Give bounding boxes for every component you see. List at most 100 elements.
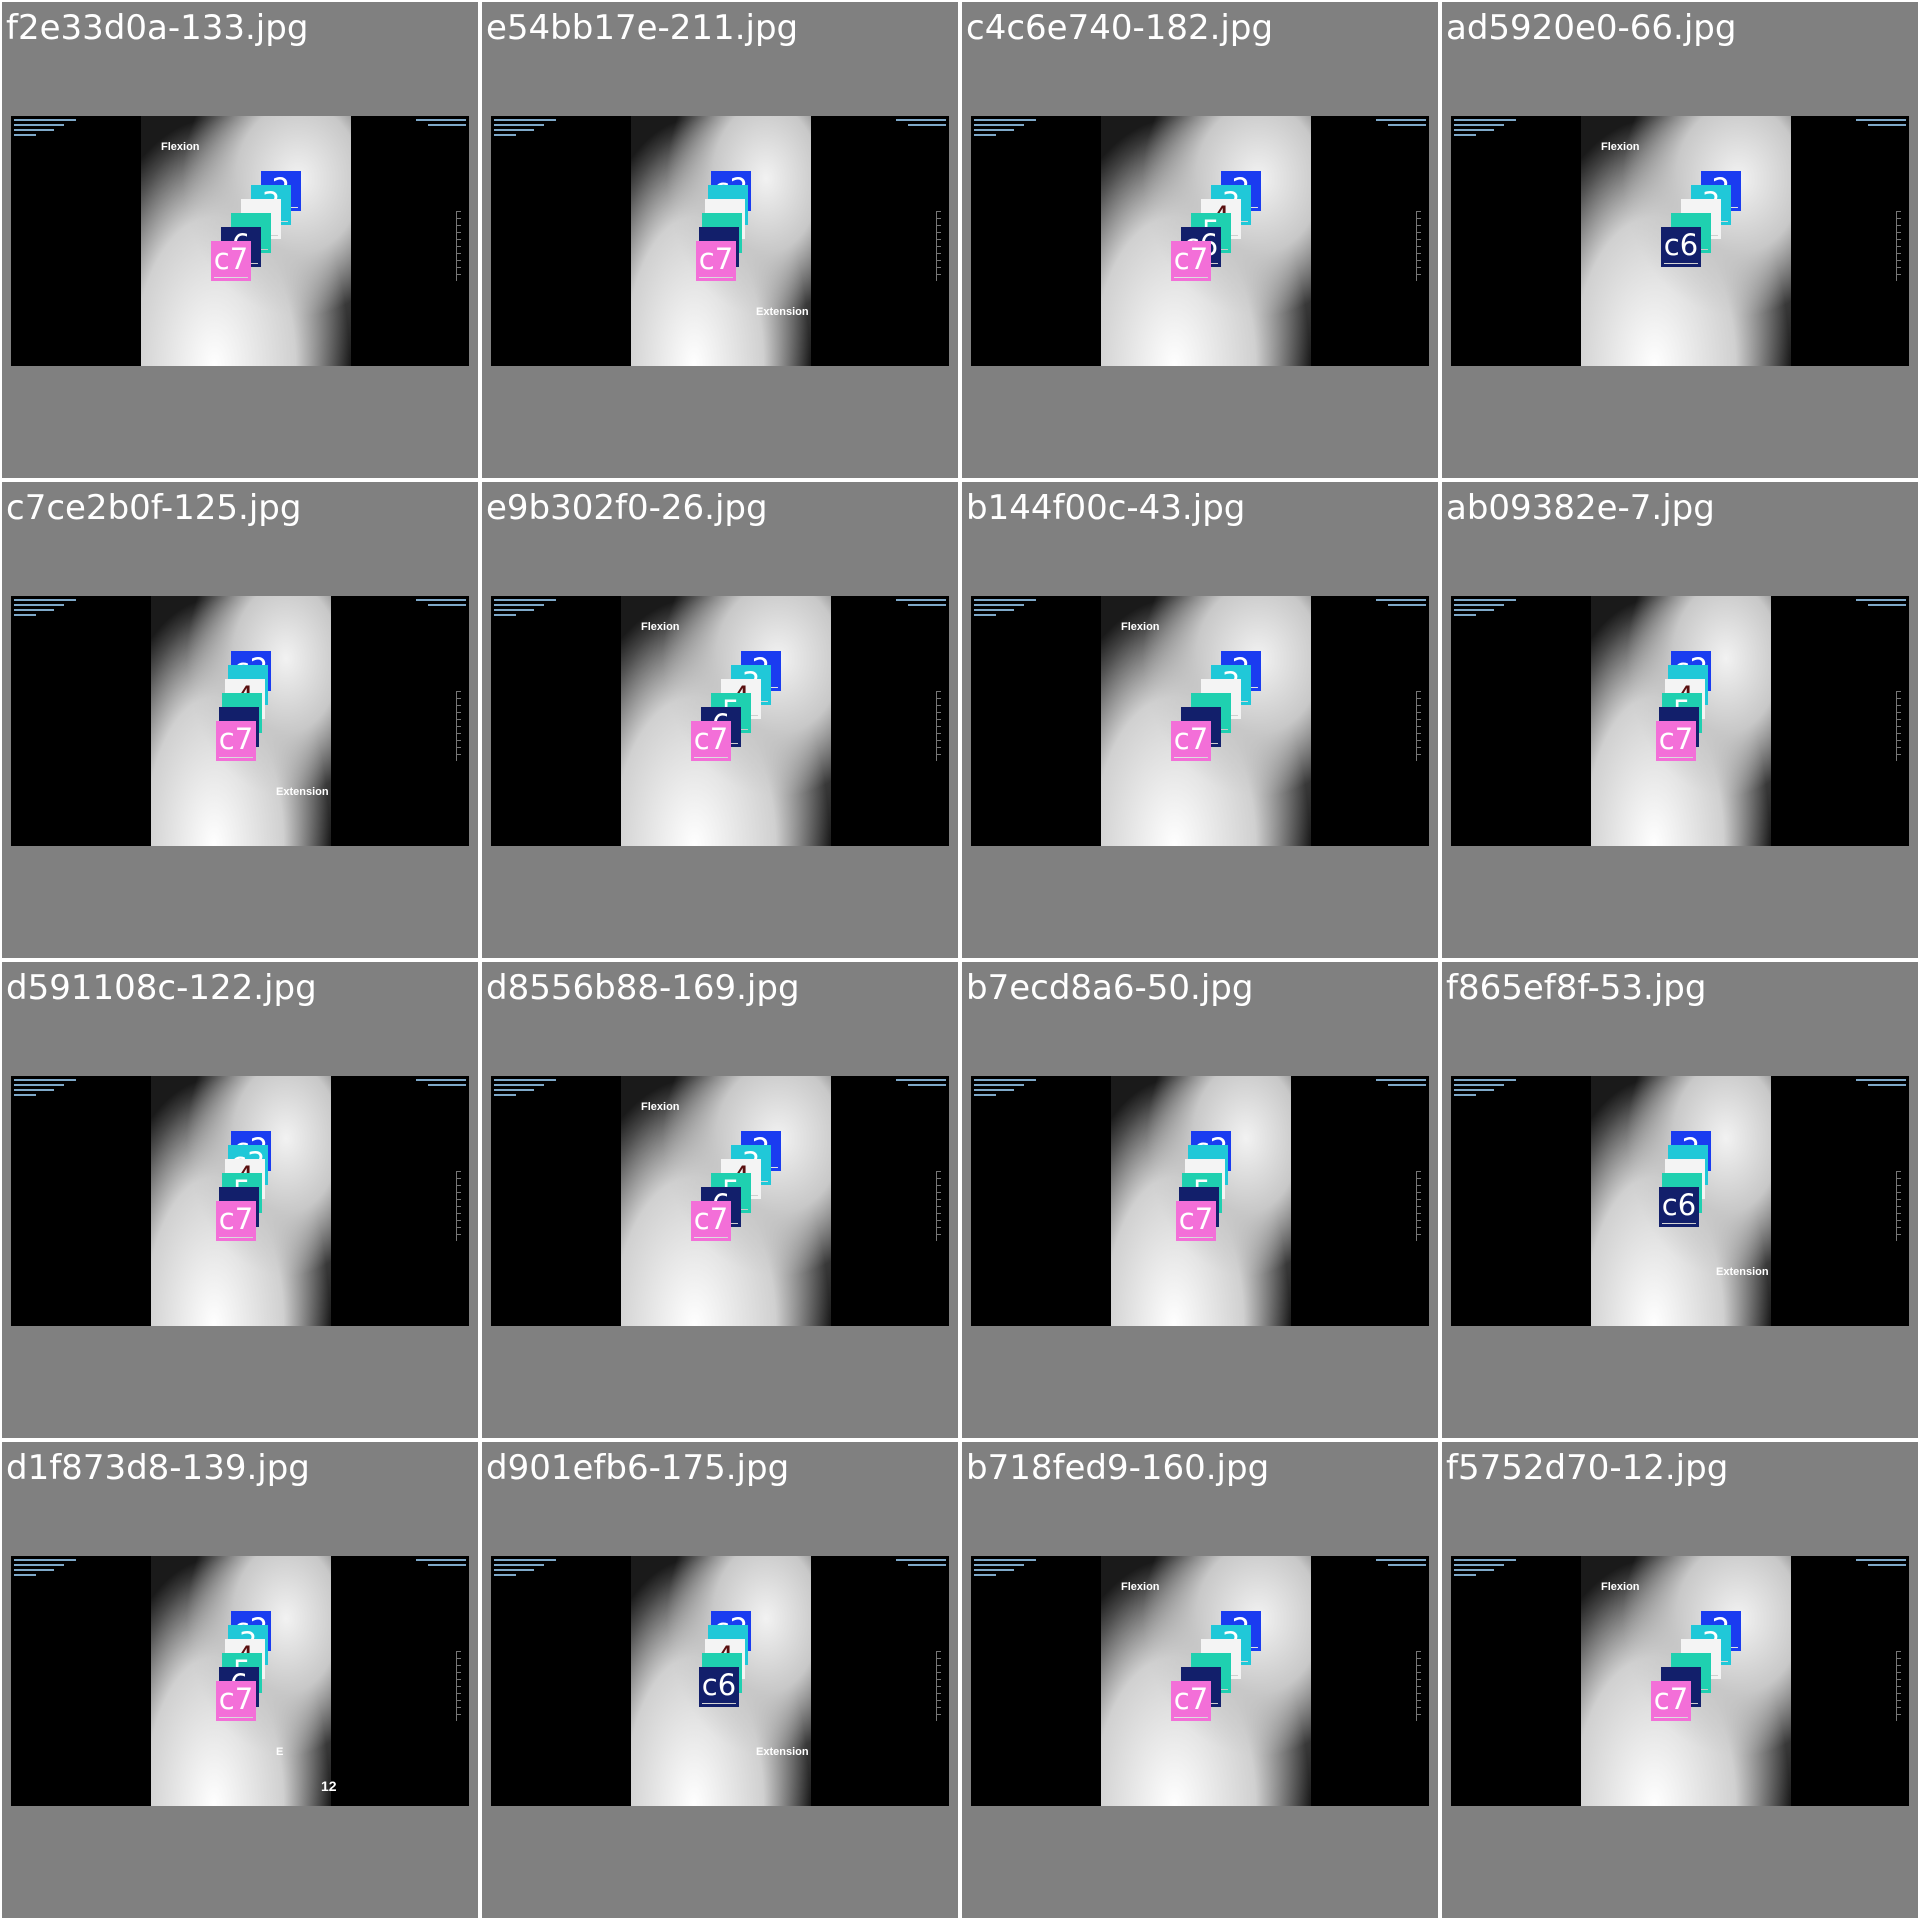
- thumbnail-tile: b718fed9-160.jpgFlexion23c7: [962, 1442, 1438, 1918]
- scale-ruler: [1416, 691, 1421, 761]
- thumbnail-filename: b7ecd8a6-50.jpg: [966, 968, 1253, 1008]
- view-label: Extension: [276, 786, 329, 798]
- scale-ruler: [1416, 211, 1421, 281]
- xray-image: c2c345c7: [11, 1076, 469, 1326]
- dicom-metadata-left: [14, 119, 76, 141]
- scale-ruler: [1416, 1171, 1421, 1241]
- vertebra-box-c7: c7: [691, 721, 731, 761]
- xray-image: Extensionc24c6: [491, 1556, 949, 1806]
- dicom-metadata-right: [1364, 599, 1426, 621]
- vertebra-label: c7: [691, 1201, 731, 1237]
- xray-image: Flexion236c7: [11, 116, 469, 366]
- dicom-metadata-right: [404, 1559, 466, 1581]
- dicom-metadata-left: [494, 599, 556, 621]
- view-label: Flexion: [641, 621, 680, 633]
- vertebra-box-c6: c6: [1659, 1187, 1699, 1227]
- vertebra-box-c7: c7: [1176, 1201, 1216, 1241]
- xray-image: c245c7: [1451, 596, 1909, 846]
- vertebra-label: c6: [1659, 1187, 1699, 1223]
- dicom-metadata-right: [404, 1079, 466, 1101]
- dicom-metadata-right: [1364, 1079, 1426, 1101]
- scale-ruler: [936, 1651, 941, 1721]
- view-label: Extension: [756, 1746, 809, 1758]
- dicom-metadata-left: [14, 1079, 76, 1101]
- dicom-metadata-left: [1454, 119, 1516, 141]
- dicom-metadata-left: [494, 119, 556, 141]
- vertebra-label: c7: [1171, 241, 1211, 277]
- xray-image: Extensionc2c7: [491, 116, 949, 366]
- dicom-metadata-right: [1364, 1559, 1426, 1581]
- dicom-metadata-right: [1844, 1079, 1906, 1101]
- thumbnail-tile: b144f00c-43.jpg Flexion23c7: [962, 482, 1438, 958]
- vertebra-label: c6: [1661, 227, 1701, 263]
- vertebra-box-c7: c7: [216, 1201, 256, 1241]
- scale-ruler: [456, 1171, 461, 1241]
- xray-image: Flexion23c7: [1451, 1556, 1909, 1806]
- view-label: Flexion: [1601, 141, 1640, 153]
- dicom-metadata-right: [404, 119, 466, 141]
- vertebra-label: c7: [1171, 1681, 1211, 1717]
- thumbnail-filename: ad5920e0-66.jpg: [1446, 8, 1736, 48]
- dicom-metadata-left: [14, 1559, 76, 1581]
- scale-ruler: [456, 1651, 461, 1721]
- vertebra-label: c6: [699, 1667, 739, 1703]
- view-label: Flexion: [1121, 1581, 1160, 1593]
- view-label: Flexion: [641, 1101, 680, 1113]
- vertebra-box-c7: c7: [1171, 1681, 1211, 1721]
- view-label: E: [276, 1746, 283, 1758]
- thumbnail-filename: c7ce2b0f-125.jpg: [6, 488, 301, 528]
- vertebra-box-c7: c7: [1651, 1681, 1691, 1721]
- view-label: Extension: [1716, 1266, 1769, 1278]
- view-label: Extension: [756, 306, 809, 318]
- thumbnail-tile: f5752d70-12.jpg Flexion23c7: [1442, 1442, 1918, 1918]
- thumbnail-filename: f2e33d0a-133.jpg: [6, 8, 308, 48]
- thumbnail-tile: d901efb6-175.jpg Extensionc24c6: [482, 1442, 958, 1918]
- dicom-metadata-right: [1844, 1559, 1906, 1581]
- thumbnail-filename: c4c6e740-182.jpg: [966, 8, 1273, 48]
- dicom-metadata-left: [1454, 1559, 1516, 1581]
- overlay-number: 12: [321, 1778, 337, 1794]
- vertebra-box-c7: c7: [216, 721, 256, 761]
- view-label: Flexion: [161, 141, 200, 153]
- thumbnail-tile: e54bb17e-211.jpg Extensionc2c7: [482, 2, 958, 478]
- vertebra-label: c7: [1656, 721, 1696, 757]
- vertebra-box-c7: c7: [1171, 241, 1211, 281]
- scale-ruler: [1896, 1651, 1901, 1721]
- dicom-metadata-right: [1844, 599, 1906, 621]
- vertebra-label: c7: [216, 721, 256, 757]
- scale-ruler: [936, 1171, 941, 1241]
- dicom-metadata-left: [494, 1559, 556, 1581]
- vertebra-box-c7: c7: [211, 241, 251, 281]
- thumbnail-tile: d8556b88-169.jpgFlexion23456c7: [482, 962, 958, 1438]
- thumbnail-tile: c4c6e740-182.jpg 2345c6c7: [962, 2, 1438, 478]
- dicom-metadata-left: [974, 1079, 1036, 1101]
- vertebra-box-c7: c7: [1171, 721, 1211, 761]
- dicom-metadata-left: [974, 119, 1036, 141]
- dicom-metadata-right: [884, 1559, 946, 1581]
- thumbnail-filename: d901efb6-175.jpg: [486, 1448, 789, 1488]
- dicom-metadata-left: [1454, 1079, 1516, 1101]
- vertebra-box-c6: c6: [699, 1667, 739, 1707]
- thumbnail-filename: ab09382e-7.jpg: [1446, 488, 1715, 528]
- dicom-metadata-right: [1364, 119, 1426, 141]
- dicom-metadata-right: [884, 1079, 946, 1101]
- dicom-metadata-left: [974, 599, 1036, 621]
- xray-image: Flexion23456c7: [491, 1076, 949, 1326]
- thumbnail-tile: c7ce2b0f-125.jpg Extensionc24c7: [2, 482, 478, 958]
- thumbnail-filename: e9b302f0-26.jpg: [486, 488, 768, 528]
- scale-ruler: [1416, 1651, 1421, 1721]
- vertebra-box-c6: c6: [1661, 227, 1701, 267]
- scale-ruler: [1896, 211, 1901, 281]
- thumbnail-filename: f5752d70-12.jpg: [1446, 1448, 1728, 1488]
- thumbnail-tile: f865ef8f-53.jpg Extension2c6: [1442, 962, 1918, 1438]
- thumbnail-tile: f2e33d0a-133.jpg Flexion236c7: [2, 2, 478, 478]
- vertebra-label: c7: [1176, 1201, 1216, 1237]
- vertebra-label: c7: [691, 721, 731, 757]
- xray-image: E12c23456c7: [11, 1556, 469, 1806]
- thumbnail-filename: b144f00c-43.jpg: [966, 488, 1245, 528]
- dicom-metadata-right: [884, 599, 946, 621]
- dicom-metadata-left: [974, 1559, 1036, 1581]
- xray-image: Flexion23c6: [1451, 116, 1909, 366]
- xray-image: Flexion23456c7: [491, 596, 949, 846]
